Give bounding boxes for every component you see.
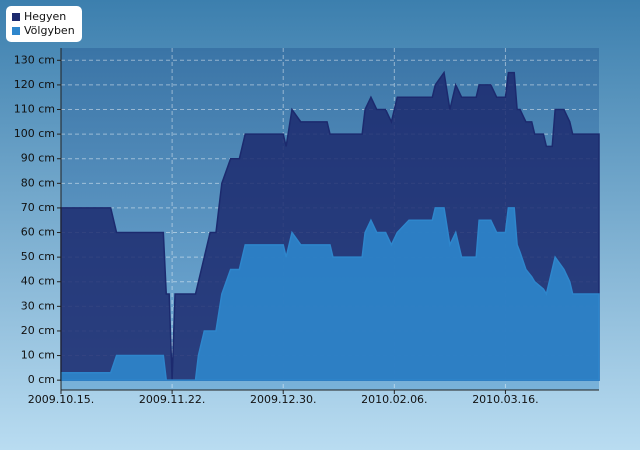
area xyxy=(60,207,600,381)
legend-box xyxy=(6,6,82,42)
x-tick-label: 2009.11.22. xyxy=(139,393,205,406)
y-tick-label: 120 cm xyxy=(14,78,55,91)
y-tick-label: 20 cm xyxy=(21,324,55,337)
y-tick-label: 130 cm xyxy=(14,53,55,66)
x-tick-label: 2010.03.16. xyxy=(472,393,538,406)
y-tick-label: 100 cm xyxy=(14,127,55,140)
x-tick-label: 2009.12.30. xyxy=(250,393,316,406)
y-tick-label: 40 cm xyxy=(21,275,55,288)
y-tick-label: 90 cm xyxy=(21,152,55,165)
legend-label: Völgyben xyxy=(24,24,75,37)
y-tick-label: 80 cm xyxy=(21,176,55,189)
y-tick-label: 60 cm xyxy=(21,226,55,239)
legend-swatch xyxy=(12,27,20,35)
y-tick-label: 110 cm xyxy=(14,103,55,116)
y-tick-label: 30 cm xyxy=(21,299,55,312)
x-tick-label: 2010.02.06. xyxy=(361,393,427,406)
legend-swatch xyxy=(12,13,20,21)
y-tick-label: 0 cm xyxy=(28,373,55,386)
x-tick-label: 2009.10.15. xyxy=(28,393,94,406)
y-tick-label: 70 cm xyxy=(21,201,55,214)
legend-label: Hegyen xyxy=(24,10,66,23)
y-tick-label: 10 cm xyxy=(21,349,55,362)
y-tick-label: 50 cm xyxy=(21,250,55,263)
